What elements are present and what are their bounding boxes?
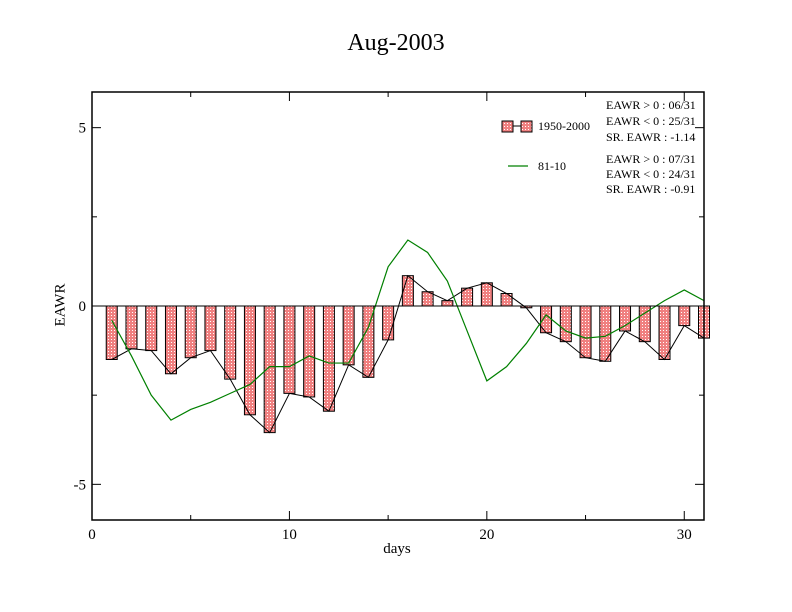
ticks-layer: 0 10 20 30 -5 0 5 — [74, 92, 704, 543]
legend — [501, 120, 533, 167]
series-line-81-10 — [111, 239, 705, 421]
y-tick-label: -5 — [74, 477, 87, 493]
bar-day-10 — [283, 305, 296, 394]
bar-day-16 — [401, 275, 414, 307]
y-tick-label: 5 — [79, 121, 87, 137]
y-tick-label: 0 — [79, 299, 87, 315]
bar-day-1 — [105, 305, 118, 360]
x-tick-label: 20 — [479, 527, 494, 543]
bar-day-6 — [204, 305, 217, 352]
bar-day-4 — [164, 305, 177, 375]
stat-line-negative: EAWR < 0 : 24/31 — [606, 167, 696, 181]
bar-day-23 — [540, 305, 553, 334]
chart-title: Aug-2003 — [347, 30, 445, 56]
bar-day-21 — [500, 293, 513, 307]
x-tick-label: 10 — [282, 527, 297, 543]
x-axis-label: days — [383, 541, 411, 557]
bar-day-30 — [678, 305, 691, 327]
x-tick-label: 0 — [88, 527, 96, 543]
bar-day-5 — [184, 305, 197, 359]
bar-day-29 — [658, 305, 671, 360]
legend-label-bars: 1950-2000 — [538, 119, 590, 133]
bar-day-18 — [441, 300, 454, 307]
legend-label-line: 81-10 — [538, 159, 566, 173]
x-tick-label: 30 — [677, 527, 692, 543]
bar-day-2 — [125, 305, 138, 350]
stat-bars-sr: SR. EAWR : -1.14 — [606, 130, 696, 144]
bars-layer — [105, 275, 710, 434]
legend-bar-swatch — [501, 120, 514, 133]
stat-bars-positive: EAWR > 0 : 06/31 — [606, 98, 696, 112]
bar-day-20 — [480, 282, 493, 307]
bar-day-11 — [303, 305, 316, 398]
bar-connector-line — [111, 274, 705, 434]
stat-bars-negative: EAWR < 0 : 25/31 — [606, 114, 696, 128]
bar-day-12 — [322, 305, 335, 412]
bar-day-24 — [559, 305, 572, 343]
plot-frame — [91, 91, 705, 521]
bar-day-25 — [579, 305, 592, 359]
bar-day-7 — [224, 305, 237, 380]
bar-day-8 — [243, 305, 256, 416]
legend-bar-swatch — [520, 120, 533, 133]
stat-line-sr: SR. EAWR : -0.91 — [606, 182, 696, 196]
y-axis-label: EAWR — [52, 283, 69, 327]
bar-day-3 — [145, 305, 158, 352]
bar-day-15 — [382, 305, 395, 341]
stat-line-positive: EAWR > 0 : 07/31 — [606, 152, 696, 166]
